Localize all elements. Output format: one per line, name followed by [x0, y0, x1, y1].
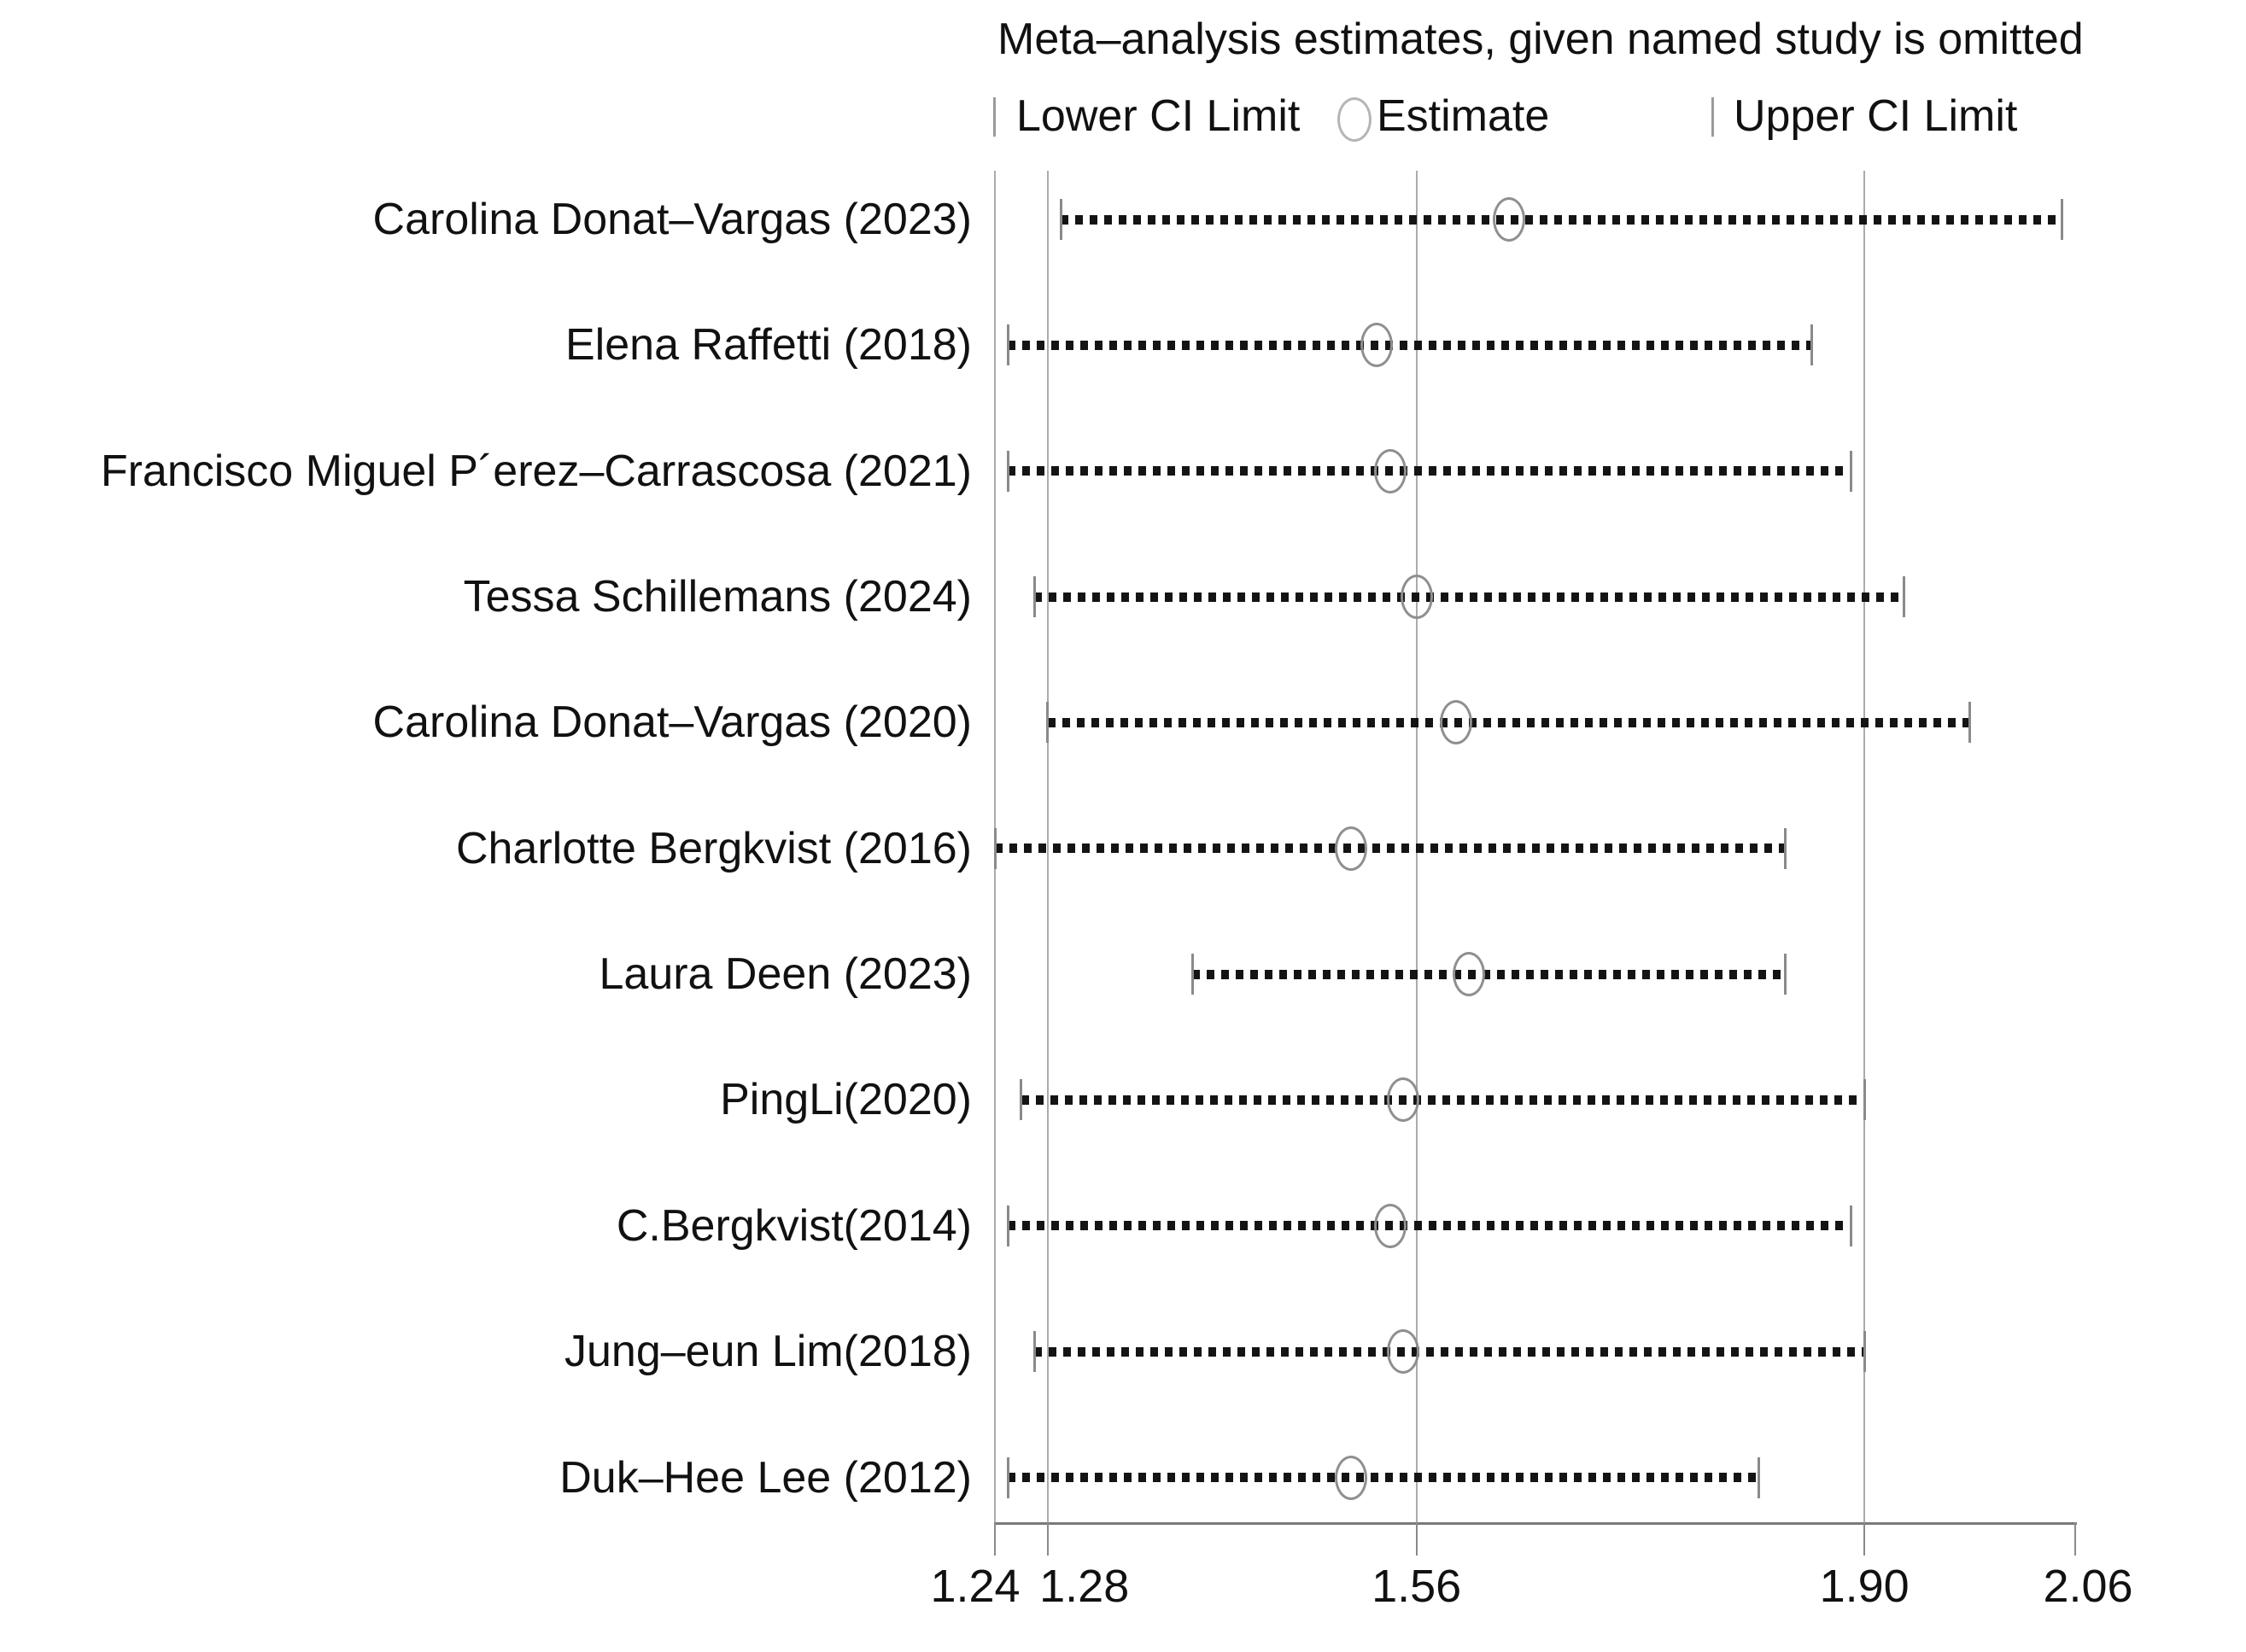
- estimate-circle-icon: [1337, 97, 1372, 142]
- study-label: Carolina Donat–Vargas (2020): [372, 698, 972, 748]
- ci-line: [1021, 1095, 1865, 1105]
- ci-cap-upper: [1850, 450, 1853, 492]
- estimate-marker: [1453, 952, 1486, 997]
- ci-cap-upper: [2061, 199, 2064, 240]
- estimate-marker: [1373, 1203, 1407, 1248]
- legend-estimate-label: Estimate: [1377, 91, 1550, 141]
- ci-cap-upper: [1863, 1331, 1866, 1373]
- study-label: Carolina Donat–Vargas (2023): [372, 195, 972, 244]
- ci-cap-upper: [1902, 576, 1905, 618]
- ci-cap-lower: [1046, 702, 1050, 744]
- ci-cap-upper: [1784, 954, 1787, 995]
- estimate-marker: [1387, 1077, 1420, 1123]
- study-label: Duk–Hee Lee (2012): [559, 1452, 972, 1503]
- ci-cap-upper: [1968, 702, 1972, 744]
- x-tick-label: 1.90: [1819, 1561, 1910, 1612]
- estimate-marker: [1400, 575, 1433, 620]
- ci-cap-upper: [1863, 1079, 1866, 1121]
- legend: Lower CI Limit Estimate Upper CI Limit: [0, 90, 2246, 142]
- grid-line: [1415, 171, 1418, 1556]
- estimate-marker: [1439, 700, 1472, 745]
- x-tick: [1046, 1522, 1049, 1556]
- ci-line: [1008, 340, 1812, 350]
- ci-cap-lower: [1006, 450, 1009, 492]
- grid-line: [1863, 171, 1866, 1556]
- study-label: Elena Raffetti (2018): [565, 320, 972, 371]
- ci-cap-lower: [1006, 324, 1009, 366]
- upper-ci-limit-icon: [1711, 97, 1714, 137]
- chart-title: Meta–analysis estimates, given named stu…: [997, 15, 2084, 64]
- ci-cap-upper: [1810, 324, 1813, 366]
- estimate-marker: [1492, 197, 1525, 242]
- ci-line: [1034, 592, 1904, 602]
- ci-line: [1047, 717, 1970, 727]
- study-label: Francisco Miguel P´erez–Carrascosa (2021…: [100, 446, 972, 496]
- ci-line: [1008, 466, 1851, 476]
- ci-cap-lower: [1190, 954, 1194, 995]
- study-label: Charlotte Bergkvist (2016): [455, 823, 972, 873]
- study-label: Tessa Schillemans (2024): [463, 572, 972, 622]
- x-axis-line: [995, 1522, 2077, 1525]
- x-tick-label: 1.28: [1039, 1561, 1130, 1612]
- study-label: C.Bergkvist(2014): [616, 1200, 972, 1251]
- ci-cap-lower: [1006, 1205, 1009, 1246]
- ci-line: [1192, 969, 1786, 979]
- x-tick: [1863, 1522, 1866, 1556]
- ci-cap-lower: [993, 827, 997, 869]
- ci-cap-lower: [1006, 1456, 1009, 1498]
- ci-cap-upper: [1850, 1205, 1853, 1246]
- ci-line: [1008, 1473, 1759, 1482]
- estimate-marker: [1373, 448, 1407, 493]
- lower-ci-limit-icon: [993, 97, 996, 137]
- legend-upper-ci-label: Upper CI Limit: [1734, 91, 2018, 141]
- estimate-marker: [1387, 1329, 1420, 1375]
- ci-cap-lower: [1032, 1331, 1036, 1373]
- x-tick: [1415, 1522, 1418, 1556]
- ci-line: [995, 844, 1786, 854]
- study-label: Laura Deen (2023): [599, 949, 972, 1000]
- estimate-marker: [1334, 826, 1367, 871]
- ci-cap-lower: [1032, 576, 1036, 618]
- x-tick: [2074, 1522, 2076, 1556]
- estimate-marker: [1360, 323, 1394, 368]
- ci-line: [1008, 1221, 1851, 1231]
- study-label: Jung–eun Lim(2018): [564, 1327, 972, 1377]
- x-tick-label: 1.56: [1372, 1561, 1462, 1612]
- ci-line: [1034, 1346, 1865, 1357]
- x-tick-label: 2.06: [2043, 1561, 2133, 1612]
- ci-cap-lower: [1059, 199, 1062, 240]
- x-tick-label: 1.24: [930, 1561, 1021, 1612]
- ci-cap-lower: [1020, 1079, 1023, 1121]
- ci-cap-upper: [1784, 827, 1787, 869]
- study-label: PingLi(2020): [720, 1075, 972, 1125]
- ci-line: [1061, 214, 2062, 225]
- x-tick: [994, 1522, 996, 1556]
- legend-lower-ci-label: Lower CI Limit: [1016, 91, 1301, 141]
- estimate-marker: [1334, 1455, 1367, 1500]
- ci-cap-upper: [1758, 1456, 1761, 1498]
- grid-line: [1046, 171, 1049, 1556]
